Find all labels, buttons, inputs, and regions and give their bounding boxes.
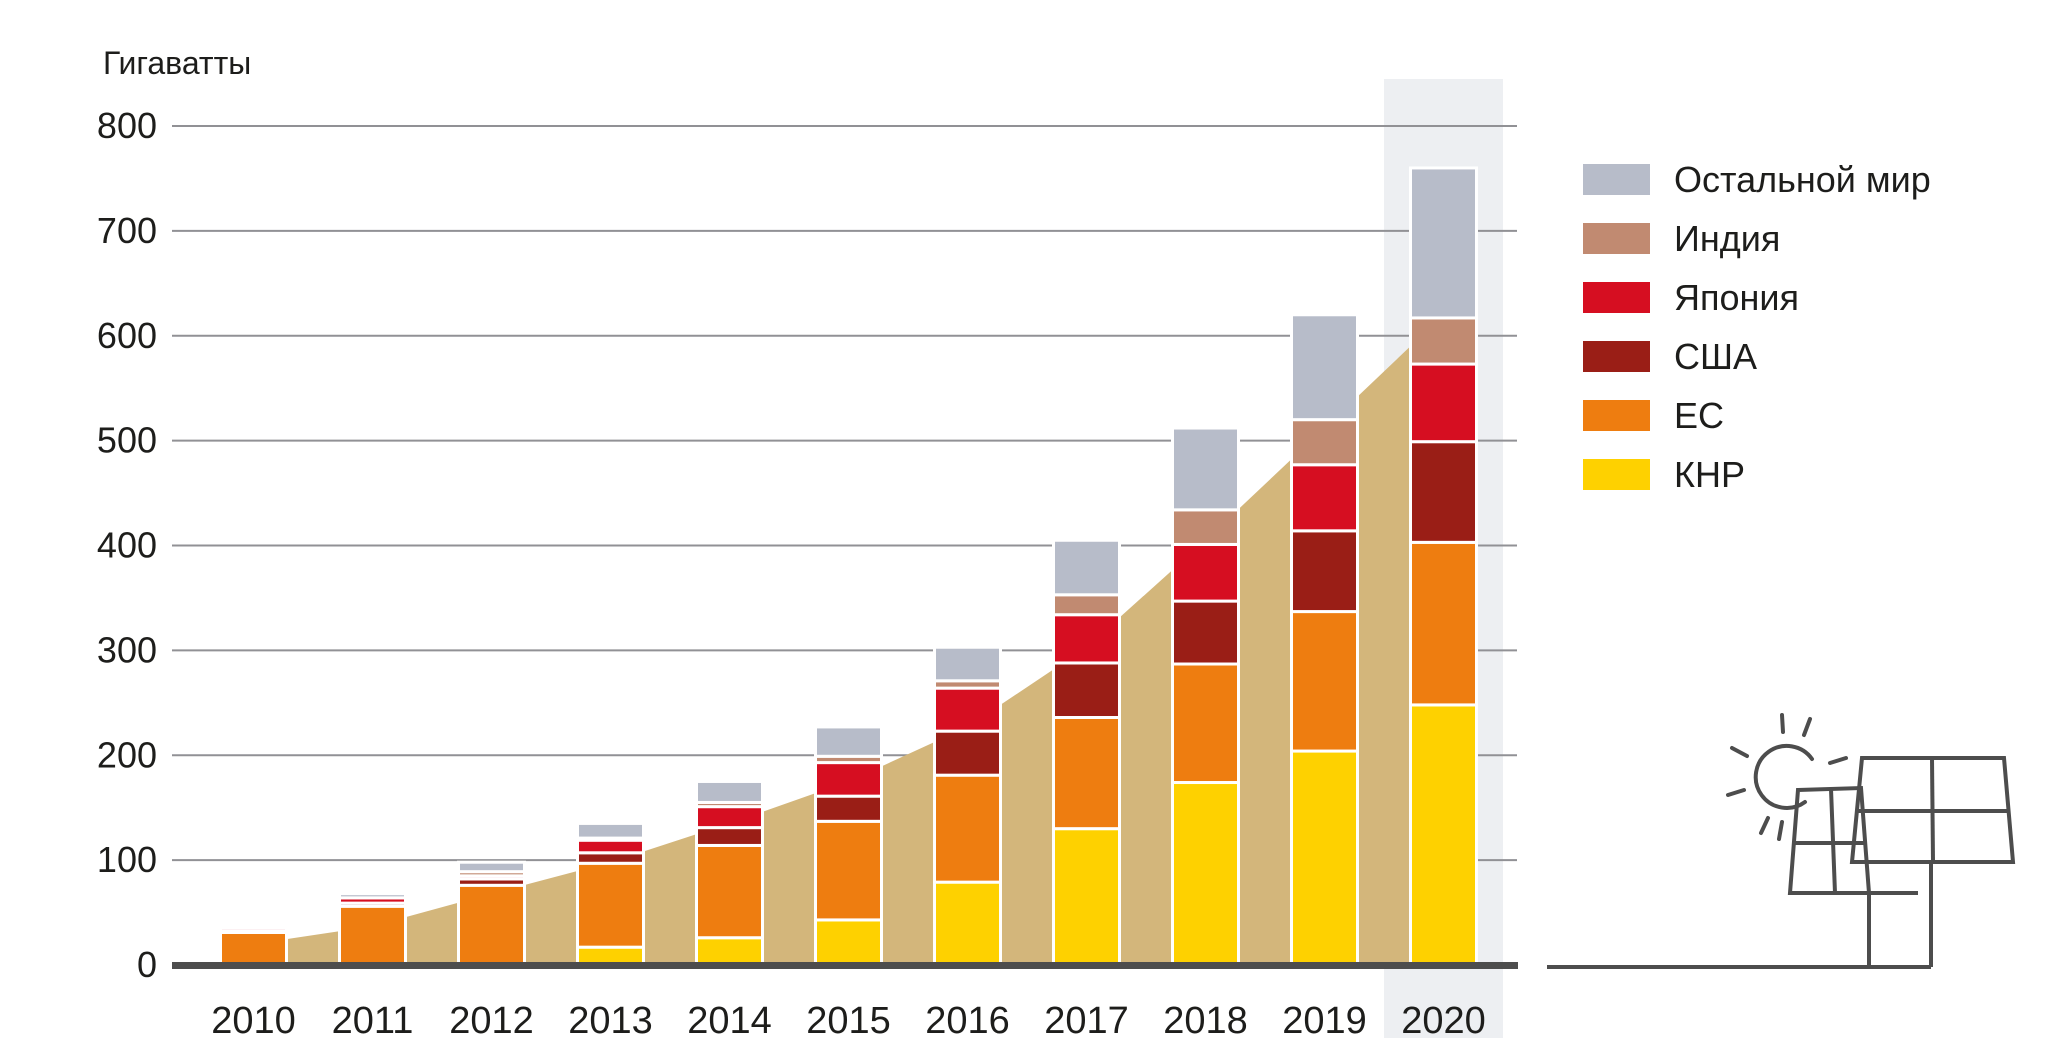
solar-panel-large [1849, 756, 2016, 967]
bar-segment-2012-Остальной мир [457, 860, 526, 874]
bar-segment-2014-США [695, 826, 764, 847]
x-tick-label: 2018 [1163, 1000, 1248, 1042]
bar-segment-2015-Япония [814, 761, 883, 798]
y-tick-label: 200 [97, 734, 157, 775]
bar-segment-2013-США [576, 851, 645, 865]
bar-segment-2020-Индия [1409, 316, 1478, 366]
x-tick-label: 2019 [1282, 1000, 1367, 1042]
bar-segment-2017-США [1052, 661, 1121, 719]
bar-segment-2013-Япония [576, 838, 645, 855]
x-tick-label: 2011 [332, 1000, 414, 1042]
bar-segment-2020-ЕС [1409, 540, 1478, 707]
bar-segment-2016-КНР [933, 880, 1002, 967]
bar-segment-2016-ЕС [933, 773, 1002, 884]
x-tick-label: 2015 [806, 1000, 891, 1042]
trend-area [253, 314, 1444, 965]
bar-segment-2012-ЕС [457, 883, 526, 967]
legend-item: Остальной мир [1583, 158, 1931, 200]
legend-swatch [1583, 282, 1650, 313]
bar-segment-2015-Остальной мир [814, 725, 883, 758]
x-tick-label: 2020 [1401, 1000, 1486, 1042]
bar-segment-2020-КНР [1409, 703, 1478, 967]
bar-segment-2017-КНР [1052, 827, 1121, 967]
legend-swatch [1583, 400, 1650, 431]
legend-label: Остальной мир [1674, 158, 1931, 200]
bar-segment-2014-ЕС [695, 843, 764, 940]
legend-item: ЕС [1583, 394, 1931, 436]
bar-segment-2015-КНР [814, 918, 883, 967]
bar-segment-2011-ЕС [338, 904, 407, 967]
legend-label: Япония [1674, 276, 1799, 318]
bar-segment-2018-КНР [1171, 781, 1240, 967]
x-tick-label: 2016 [925, 1000, 1010, 1042]
bar-segment-2018-ЕС [1171, 662, 1240, 785]
bar-segment-2017-ЕС [1052, 715, 1121, 831]
y-tick-label: 100 [97, 839, 157, 880]
legend-swatch [1583, 459, 1650, 490]
legend-swatch [1583, 341, 1650, 372]
legend-item: КНР [1583, 453, 1931, 495]
y-tick-label: 300 [97, 629, 157, 670]
x-tick-label: 2010 [211, 1000, 296, 1042]
bar-segment-2017-Япония [1052, 613, 1121, 665]
bar-segment-2010-Остальной мир [219, 924, 288, 930]
bar-segment-2018-США [1171, 599, 1240, 666]
legend-swatch [1583, 223, 1650, 254]
bar-segment-2016-США [933, 729, 1002, 777]
bar-segment-2010-ЕС [219, 930, 288, 967]
y-tick-label: 0 [137, 944, 157, 985]
bar-segment-2017-Остальной мир [1052, 538, 1121, 597]
bar-segment-2019-Япония [1290, 463, 1359, 533]
legend-swatch [1583, 164, 1650, 195]
bar-segment-2014-Остальной мир [695, 779, 764, 804]
x-tick-label: 2017 [1044, 1000, 1129, 1042]
x-axis-line [172, 962, 1518, 969]
bar-segment-2015-США [814, 794, 883, 823]
legend-label: Индия [1674, 217, 1781, 259]
bar-segment-2016-Япония [933, 686, 1002, 733]
legend-label: ЕС [1674, 394, 1725, 436]
x-tick-label: 2013 [568, 1000, 653, 1042]
solar-panel-illustration [1547, 713, 2016, 969]
bar-segment-2019-ЕС [1290, 610, 1359, 753]
bar-segment-2019-США [1290, 529, 1359, 614]
chart-legend: Остальной мир Индия Япония США ЕС КНР [1583, 158, 1931, 518]
y-tick-label: 700 [97, 210, 157, 251]
legend-item: Япония [1583, 276, 1931, 318]
x-tick-label: 2012 [449, 1000, 534, 1042]
bar-segment-2014-КНР [695, 936, 764, 967]
bar-segment-2011-Остальной мир [338, 892, 407, 900]
bar-segment-2018-Остальной мир [1171, 426, 1240, 512]
legend-item: США [1583, 335, 1931, 377]
bar-segment-2020-США [1409, 440, 1478, 544]
y-tick-label: 600 [97, 315, 157, 356]
y-tick-label: 400 [97, 525, 157, 566]
bar-segment-2015-ЕС [814, 819, 883, 922]
bar-segment-2013-ЕС [576, 861, 645, 949]
bar-segment-2019-КНР [1290, 749, 1359, 967]
y-axis-title: Гигаватты [103, 45, 251, 81]
x-tick-label: 2014 [687, 1000, 772, 1042]
bar-segment-2014-Япония [695, 805, 764, 830]
bar-segment-2020-Остальной мир [1409, 166, 1478, 320]
legend-label: КНР [1674, 453, 1745, 495]
bar-segment-2018-Индия [1171, 508, 1240, 546]
bar-segment-2018-Япония [1171, 542, 1240, 603]
bar-segment-2020-Япония [1409, 362, 1478, 444]
bar-segment-2019-Остальной мир [1290, 313, 1359, 422]
y-tick-label: 800 [97, 105, 157, 146]
sun-icon [1726, 713, 1848, 841]
bar-segment-2019-Индия [1290, 418, 1359, 467]
bar-segment-2016-Остальной мир [933, 645, 1002, 683]
legend-label: США [1674, 335, 1758, 377]
bar-segment-2017-Индия [1052, 593, 1121, 617]
legend-item: Индия [1583, 217, 1931, 259]
bar-segment-2013-Остальной мир [576, 821, 645, 840]
y-tick-label: 500 [97, 420, 157, 461]
